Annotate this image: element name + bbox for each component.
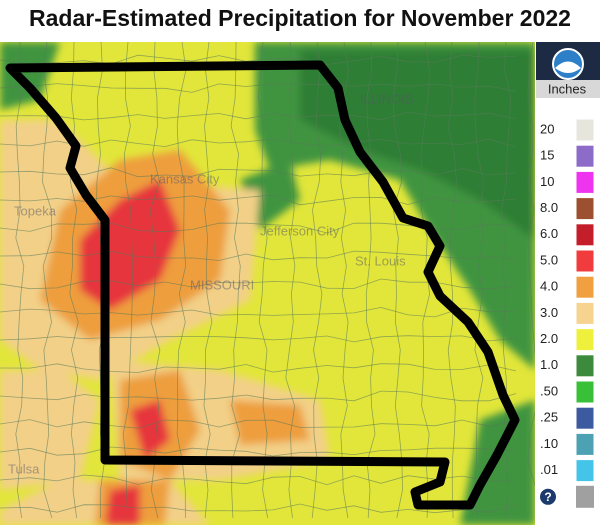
county-line [0, 306, 517, 318]
help-label[interactable]: ? [544, 490, 551, 504]
legend-swatch [575, 197, 595, 221]
legend-label: 4.0 [540, 279, 558, 294]
legend-swatch [575, 301, 595, 325]
county-line [0, 390, 517, 402]
county-line [474, 42, 484, 519]
unit-label: Inches [548, 81, 587, 96]
county-line [0, 54, 517, 65]
county-line [230, 42, 241, 519]
legend-label: 10 [540, 174, 554, 189]
county-line [0, 503, 517, 514]
map-label: Kansas City [150, 171, 220, 186]
map-label: MISSOURI [190, 277, 254, 292]
county-line [0, 167, 517, 178]
map-label: Jefferson City [260, 223, 340, 238]
legend-swatch [575, 354, 595, 378]
map-labels: Topeka Kansas City Jefferson City St. Louis… [8, 91, 414, 476]
county-line [365, 42, 376, 519]
legend-label: 8.0 [540, 200, 558, 215]
legend-label: 2.0 [540, 331, 558, 346]
legend-swatch [575, 275, 595, 299]
map-label: Topeka [14, 203, 57, 218]
county-line [285, 42, 296, 519]
help-button[interactable] [540, 488, 556, 505]
legend-label: .01 [540, 462, 558, 477]
legend-label: 5.0 [540, 252, 558, 267]
county-line [392, 42, 403, 519]
county-line [0, 419, 517, 429]
legend-label: 20 [540, 121, 554, 136]
legend-swatch [575, 406, 595, 430]
map-label: ILLINOIS [360, 91, 414, 106]
county-line [0, 335, 517, 343]
legend-label: 1.0 [540, 357, 558, 372]
legend-label: 15 [540, 148, 554, 163]
legend-swatch [575, 118, 595, 142]
county-line [527, 42, 535, 487]
legend-label: 6.0 [540, 226, 558, 241]
county-line [69, 42, 79, 519]
county-line [447, 42, 458, 519]
legend-swatch [575, 459, 595, 483]
county-line [176, 42, 187, 519]
county-line [338, 42, 350, 519]
county-line [0, 446, 517, 457]
legend-label: .10 [540, 436, 558, 451]
county-line [149, 42, 161, 519]
legend-label: .50 [540, 383, 558, 398]
title: Radar-Estimated Precipitation for Novemb… [29, 5, 571, 31]
legend-label: 3.0 [540, 305, 558, 320]
noaa-logo-bird [555, 61, 581, 73]
county-line [15, 42, 25, 519]
county-line [0, 250, 517, 261]
map-label: St. Louis [355, 253, 406, 268]
county-line [0, 138, 517, 148]
legend-swatch [575, 432, 595, 456]
map-label: Tulsa [8, 461, 40, 476]
legend-swatch [575, 328, 595, 352]
unit-bar [536, 80, 600, 98]
map: Topeka Kansas City Jefferson City St. Louis… [0, 42, 600, 525]
county-line [0, 111, 517, 121]
legend-swatch-missing [576, 485, 594, 508]
legend-swatch [575, 380, 595, 404]
county-line [0, 363, 517, 373]
precip-fields [0, 42, 535, 525]
county-line [257, 42, 269, 519]
legend-swatch [575, 249, 595, 273]
county-line [42, 42, 53, 519]
legend-swatch [575, 170, 595, 194]
state-outline [5, 60, 520, 510]
map-area: Topeka Kansas City Jefferson City St. Louis… [0, 42, 535, 525]
legend-swatch [575, 144, 595, 168]
legend-swatch [575, 223, 595, 247]
county-line [0, 83, 517, 93]
legend-label: .25 [540, 410, 558, 425]
legend: 20 15 10 8.0 6.0 5.0 4.0 3.0 2.0 1.0 .50 .25 .10 .01? [540, 118, 595, 508]
county-line [0, 474, 517, 486]
county-line [311, 42, 323, 519]
county-line [122, 42, 134, 519]
county-line [203, 42, 213, 519]
